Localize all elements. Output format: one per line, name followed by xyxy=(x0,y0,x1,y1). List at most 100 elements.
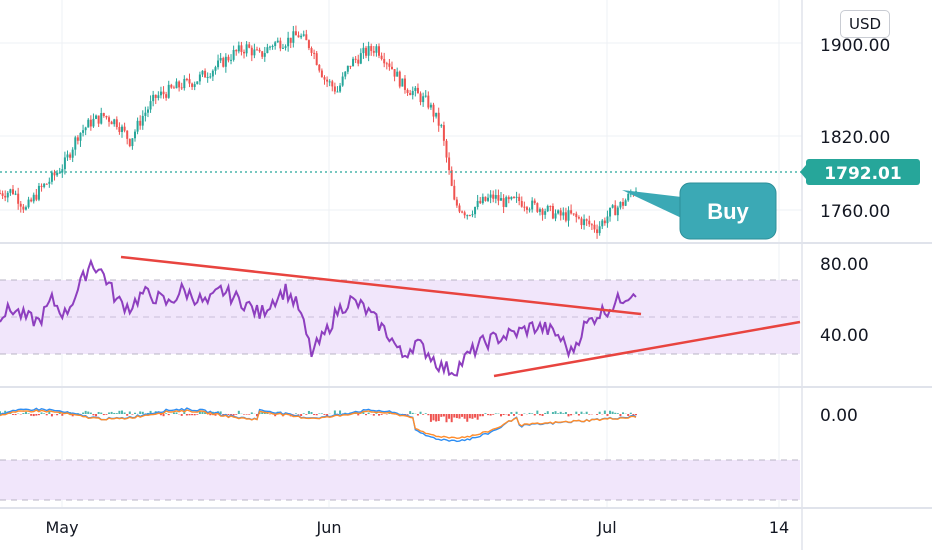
macd-bar xyxy=(326,414,329,416)
macd-bar xyxy=(105,414,108,415)
candle-body xyxy=(149,101,152,110)
candle-body xyxy=(331,81,334,87)
macd-bar xyxy=(255,414,258,417)
candle-body xyxy=(185,78,188,80)
macd-bar xyxy=(554,411,557,414)
candle-body xyxy=(32,194,35,202)
candle-body xyxy=(367,46,370,56)
candle-body xyxy=(271,46,274,48)
candle-body xyxy=(531,200,534,210)
candle-body xyxy=(255,49,258,51)
candle-body xyxy=(328,81,331,83)
candle-body xyxy=(66,154,69,158)
macd-bar xyxy=(294,413,297,414)
macd-bar xyxy=(448,414,451,419)
macd-bar xyxy=(235,414,238,415)
macd-bar xyxy=(455,414,458,419)
macd-bar xyxy=(479,414,482,417)
candle-body xyxy=(567,210,570,221)
candle-body xyxy=(339,85,342,92)
macd-bar xyxy=(100,412,103,414)
macd-bar xyxy=(362,412,365,414)
macd-bar xyxy=(191,414,194,416)
macd-bar xyxy=(492,414,495,415)
macd-bar xyxy=(305,414,308,415)
candle-body xyxy=(440,125,443,127)
macd-bar xyxy=(476,414,479,420)
macd-tick-0: 0.00 xyxy=(820,406,858,426)
macd-bar xyxy=(445,414,448,423)
candles xyxy=(0,25,637,239)
macd-bar xyxy=(4,410,7,414)
candle-body xyxy=(398,71,401,87)
candle-body xyxy=(263,53,266,57)
candle-body xyxy=(152,94,155,102)
chart-grid xyxy=(0,0,802,508)
candle-body xyxy=(248,44,251,48)
buy-callout[interactable] xyxy=(679,182,777,240)
macd-bar xyxy=(315,414,318,416)
macd-bar xyxy=(367,412,370,414)
candle-body xyxy=(69,154,72,158)
macd-bar xyxy=(193,414,196,416)
macd-band xyxy=(0,460,800,500)
candle-body xyxy=(58,172,61,174)
macd-bar xyxy=(126,414,129,416)
candle-body xyxy=(167,84,170,98)
candle-body xyxy=(572,213,575,215)
macd-bar xyxy=(422,414,425,415)
candle-body xyxy=(557,210,560,214)
macd-bar xyxy=(237,410,240,414)
candle-body xyxy=(245,44,248,54)
macd-bar xyxy=(333,410,336,414)
macd-bar xyxy=(575,411,578,414)
candle-body xyxy=(505,197,508,207)
candle-body xyxy=(133,131,136,139)
macd-bar xyxy=(520,414,523,417)
macd-bar xyxy=(146,412,149,414)
candle-body xyxy=(287,37,290,47)
candle-body xyxy=(227,56,230,61)
macd-bar xyxy=(95,414,98,417)
currency-button[interactable]: USD xyxy=(840,10,890,38)
candle-body xyxy=(320,70,323,78)
candle-body xyxy=(341,76,344,86)
candle-body xyxy=(87,119,90,128)
candle-body xyxy=(502,198,505,207)
macd-bar xyxy=(37,414,40,416)
candle-body xyxy=(300,35,303,38)
candle-body xyxy=(243,51,246,54)
candle-body xyxy=(357,59,360,64)
macd-bar xyxy=(544,412,547,414)
candle-body xyxy=(344,71,347,77)
candle-body xyxy=(523,206,526,208)
macd-bar xyxy=(48,410,51,414)
candle-body xyxy=(515,196,518,198)
candle-body xyxy=(24,207,27,210)
candle-body xyxy=(424,95,427,97)
rsi-trendline-down xyxy=(120,255,642,316)
candle-body xyxy=(461,211,464,213)
candle-body xyxy=(183,78,186,89)
candle-body xyxy=(118,127,121,133)
macd-bar xyxy=(468,414,471,419)
candle-body xyxy=(162,91,165,95)
macd-bar xyxy=(622,412,625,414)
macd-bar xyxy=(435,414,438,422)
candle-body xyxy=(375,46,378,53)
macd-bar xyxy=(627,414,630,416)
macd-bar xyxy=(92,414,95,416)
candle-body xyxy=(541,209,544,215)
candle-body xyxy=(92,118,95,127)
candle-body xyxy=(622,201,625,206)
candle-body xyxy=(4,195,7,198)
macd-bar xyxy=(365,414,368,416)
candle-body xyxy=(611,205,614,208)
candle-body xyxy=(17,193,20,204)
candle-body xyxy=(217,60,220,68)
candle-body xyxy=(616,207,619,216)
macd-bar xyxy=(440,414,443,417)
candle-body xyxy=(71,149,74,158)
macd-bar xyxy=(489,414,492,416)
